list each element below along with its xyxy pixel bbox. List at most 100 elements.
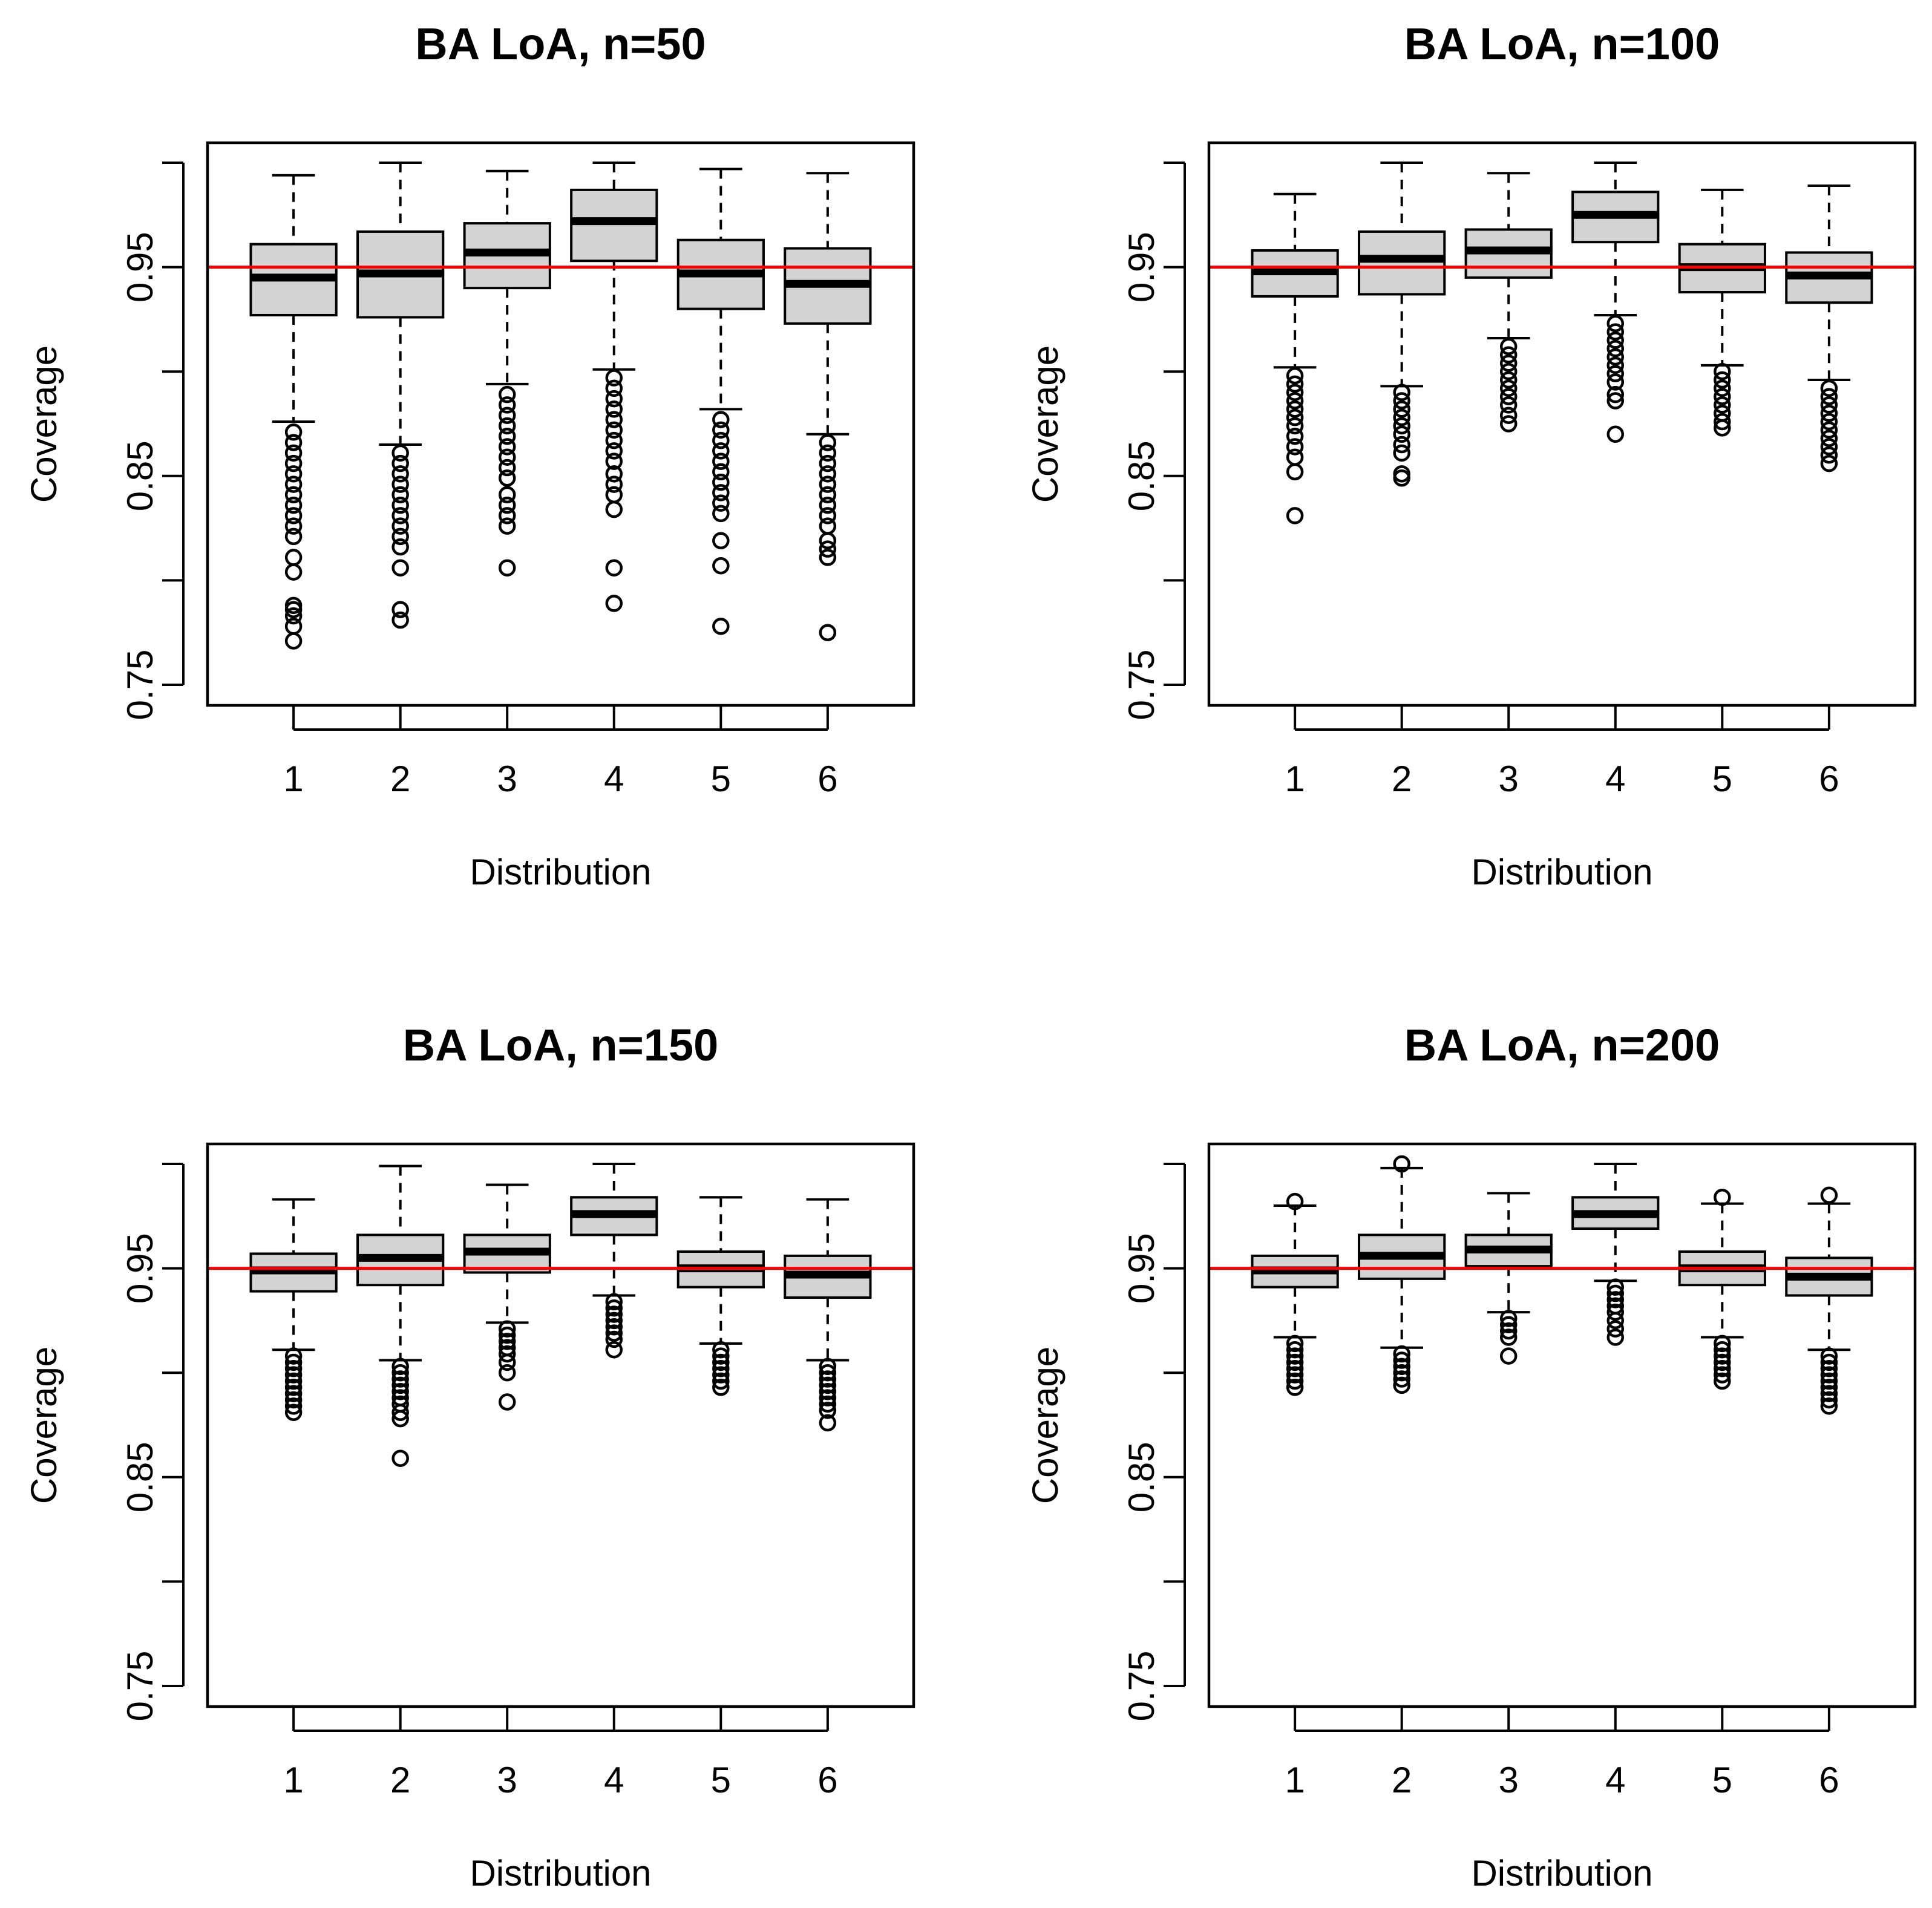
- outlier-point: [1499, 396, 1518, 414]
- x-tick-label: 5: [711, 759, 731, 799]
- outlier-point: [1286, 1379, 1304, 1396]
- outlier-point: [498, 438, 516, 456]
- outlier-point: [1820, 388, 1838, 405]
- outlier-point: [1714, 1366, 1731, 1384]
- outlier-point: [1820, 1186, 1838, 1204]
- outlier-point: [1714, 1341, 1731, 1359]
- outlier-point: [284, 1360, 303, 1377]
- outlier-point: [819, 549, 837, 566]
- outlier-point: [605, 1318, 623, 1336]
- outlier-point: [1393, 444, 1410, 462]
- outlier-point: [1393, 1376, 1410, 1394]
- box-4: [570, 1163, 658, 1359]
- outlier-point: [498, 407, 516, 424]
- x-tick-label: 6: [1819, 759, 1839, 799]
- outlier-point: [284, 1403, 303, 1422]
- outlier-point: [1286, 417, 1304, 435]
- chart-title: BA LoA, n=50: [415, 19, 706, 69]
- outlier-point: [284, 632, 303, 650]
- outlier-point: [391, 1403, 409, 1422]
- box-6: [1785, 1186, 1873, 1415]
- panel-3: BA LoA, n=150 0.75 0.85 0.95 Coverage 1 2 3 4 5 6 D…: [24, 1020, 915, 1893]
- outlier-point: [1393, 1357, 1410, 1376]
- y-tick-label: 0.75: [120, 1651, 160, 1722]
- y-tick-label: 0.85: [120, 1442, 160, 1512]
- outlier-point: [284, 549, 303, 566]
- outlier-point: [712, 618, 730, 635]
- outlier-point: [1499, 1322, 1518, 1340]
- outlier-point: [712, 421, 730, 439]
- plot-frame: [206, 141, 915, 707]
- outlier-point: [498, 1326, 516, 1344]
- outlier-point: [391, 559, 409, 577]
- y-tick-label: 0.85: [1121, 1442, 1162, 1512]
- outlier-point: [1499, 346, 1518, 364]
- chart-title: BA LoA, n=150: [403, 1020, 719, 1070]
- outlier-point: [1286, 1347, 1304, 1365]
- box-6: [784, 1198, 872, 1432]
- outlier-point: [1820, 1385, 1838, 1402]
- outlier-point: [1286, 1353, 1304, 1371]
- x-tick-label: 5: [1712, 1760, 1732, 1800]
- chart-title: BA LoA, n=200: [1404, 1020, 1720, 1070]
- plot-frame: [1207, 1142, 1917, 1708]
- x-tick-label: 4: [604, 759, 624, 799]
- x-tick-label: 1: [1285, 1760, 1305, 1800]
- outlier-point: [1286, 427, 1304, 445]
- x-tick-label: 5: [711, 1760, 731, 1800]
- outlier-point: [284, 507, 303, 524]
- outlier-point: [1820, 413, 1838, 431]
- outlier-point: [1714, 1360, 1731, 1377]
- outlier-point: [1714, 371, 1731, 389]
- x-axis-label: Distribution: [1471, 1853, 1652, 1893]
- outlier-point: [819, 1383, 837, 1400]
- y-axis-label: Coverage: [24, 345, 64, 503]
- x-axis-label: Distribution: [470, 1853, 651, 1893]
- outlier-point: [498, 427, 516, 445]
- outlier-point: [284, 601, 303, 618]
- outlier-point: [1606, 1312, 1625, 1330]
- outlier-point: [1286, 1372, 1304, 1390]
- y-tick-label: 0.95: [120, 1233, 160, 1304]
- outlier-point: [1499, 415, 1518, 433]
- outlier-point: [1499, 354, 1518, 372]
- outlier-point: [1286, 400, 1304, 418]
- outlier-point: [284, 1391, 303, 1409]
- box-1: [249, 1198, 338, 1422]
- panel-4: BA LoA, n=200 0.75 0.85 0.95 Coverage 1 2 3 4 5 6 D…: [1025, 1020, 1917, 1893]
- outlier-point: [1714, 1372, 1731, 1390]
- x-tick-label: 2: [390, 759, 410, 799]
- outlier-point: [284, 423, 303, 441]
- outlier-point: [605, 411, 623, 428]
- outlier-point: [391, 475, 409, 493]
- outlier-point: [1393, 1155, 1410, 1173]
- box-3: [1464, 172, 1553, 433]
- chart-title: BA LoA, n=100: [1404, 19, 1720, 69]
- outlier-point: [1820, 1391, 1838, 1409]
- outlier-point: [391, 454, 409, 472]
- outlier-point: [1606, 365, 1625, 382]
- outlier-point: [819, 475, 837, 493]
- x-tick-label: 2: [1392, 759, 1412, 799]
- outlier-point: [1286, 1366, 1304, 1384]
- outlier-point: [1499, 388, 1518, 405]
- outlier-point: [1393, 1351, 1410, 1369]
- y-tick-label: 0.85: [120, 440, 160, 511]
- box-1: [1251, 192, 1339, 524]
- outlier-point: [498, 459, 516, 477]
- outlier-point: [819, 517, 837, 535]
- outlier-point: [1606, 1320, 1625, 1338]
- outlier-point: [712, 532, 730, 550]
- outlier-point: [1820, 1372, 1838, 1390]
- outlier-point: [391, 465, 409, 483]
- box-iqr: [1358, 230, 1446, 296]
- outlier-point: [1820, 446, 1838, 464]
- outlier-point: [1393, 1345, 1410, 1363]
- outlier-point: [498, 507, 516, 524]
- outlier-point: [1820, 1347, 1838, 1365]
- outlier-point: [605, 1312, 623, 1330]
- outlier-point: [284, 434, 303, 451]
- outlier-point: [1820, 421, 1838, 439]
- outlier-point: [712, 494, 730, 512]
- y-axis-label: Coverage: [1025, 1347, 1066, 1504]
